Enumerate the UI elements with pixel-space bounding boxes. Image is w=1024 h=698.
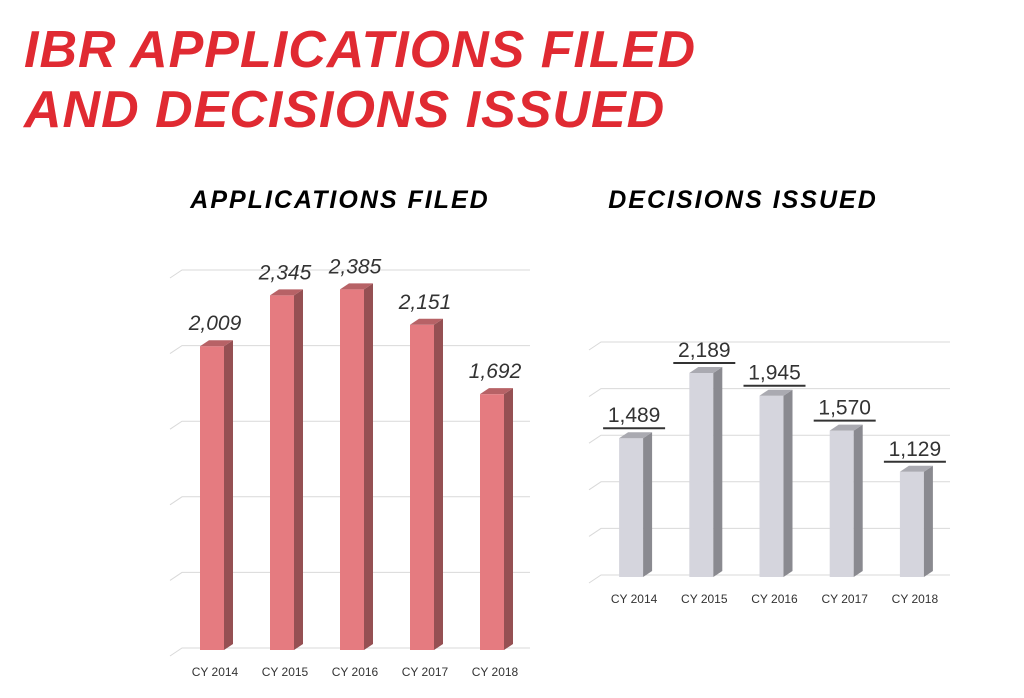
bar-side (224, 340, 233, 650)
bar-top (689, 366, 723, 373)
bar (759, 395, 784, 577)
x-tick-label: CY 2018 (472, 665, 519, 679)
x-tick-label: CY 2014 (192, 665, 239, 679)
bar-top (410, 318, 443, 325)
bar-side (783, 389, 793, 577)
value-label: 2,189 (678, 339, 731, 362)
bar (340, 289, 364, 650)
bar-side (294, 289, 303, 650)
bar-top (899, 465, 933, 472)
x-tick-label: CY 2018 (892, 592, 939, 606)
grid-line (169, 269, 530, 279)
bar (899, 471, 924, 577)
value-label: 1,489 (608, 404, 661, 427)
bar-side (364, 283, 373, 650)
bar (689, 372, 714, 577)
value-label: 1,692 (469, 360, 522, 383)
bar (410, 324, 434, 650)
bar (480, 394, 504, 650)
bar-side (713, 366, 723, 577)
bar-top (480, 388, 513, 395)
bar-side (923, 465, 933, 577)
bar-side (504, 388, 513, 650)
value-label: 2,151 (398, 291, 452, 314)
grid-line (588, 388, 950, 398)
value-label: 2,385 (328, 255, 382, 278)
x-tick-label: CY 2015 (262, 665, 309, 679)
bar (270, 295, 294, 650)
slide-title-line: AND DECISIONS ISSUED (22, 81, 665, 139)
bar-top (829, 424, 863, 431)
value-label: 1,129 (889, 438, 942, 461)
x-tick-label: CY 2016 (332, 665, 379, 679)
value-label: 1,945 (748, 362, 801, 385)
x-tick-label: CY 2017 (402, 665, 449, 679)
bar-top (200, 340, 233, 347)
chart-title: DECISIONS ISSUED (608, 186, 878, 214)
x-tick-label: CY 2017 (821, 592, 868, 606)
value-label: 2,009 (188, 312, 242, 335)
x-tick-label: CY 2014 (611, 592, 658, 606)
bar-side (853, 424, 863, 577)
value-label: 1,570 (818, 397, 871, 420)
bar-top (270, 289, 303, 296)
value-label: 2,345 (258, 261, 312, 284)
slide-title-line: IBR APPLICATIONS FILED (24, 21, 696, 79)
bar-side (643, 432, 653, 577)
grid-line (588, 341, 950, 351)
x-tick-label: CY 2016 (751, 592, 798, 606)
chart-title: APPLICATIONS FILED (189, 186, 489, 214)
x-tick-label: CY 2015 (681, 592, 728, 606)
bar-top (619, 432, 653, 439)
bar (619, 438, 644, 577)
bar-top (340, 283, 373, 290)
bar-side (434, 318, 443, 650)
bar-top (759, 389, 793, 396)
bar (829, 430, 854, 577)
bar (200, 346, 224, 650)
